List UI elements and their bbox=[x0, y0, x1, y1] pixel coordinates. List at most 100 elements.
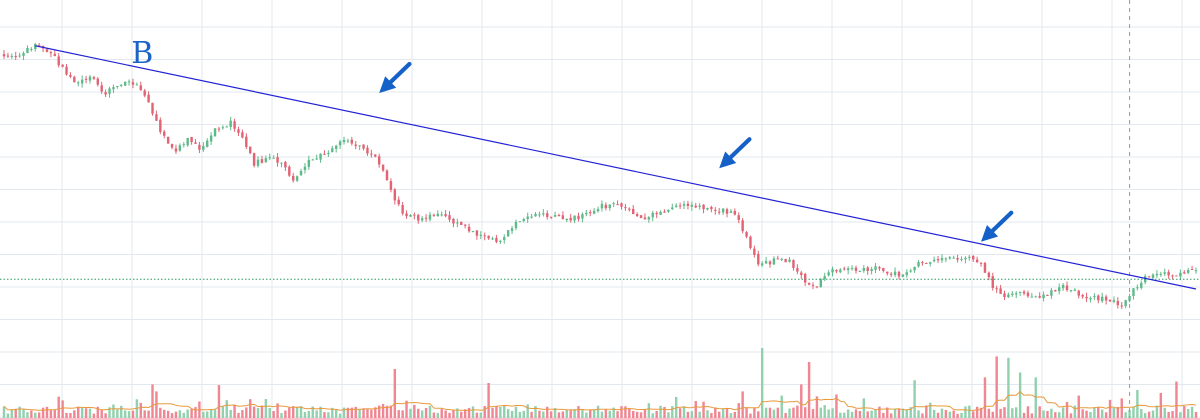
volume-bar bbox=[77, 406, 80, 418]
volume-bar bbox=[264, 399, 268, 418]
candle-body bbox=[213, 128, 217, 137]
volume-bar bbox=[6, 413, 10, 418]
candle-body bbox=[112, 87, 115, 90]
volume-bar bbox=[948, 411, 951, 418]
volume-bar bbox=[1007, 357, 1010, 418]
candle-body bbox=[581, 214, 584, 219]
candle-body bbox=[878, 267, 881, 269]
volume-bar bbox=[936, 412, 940, 418]
volume-bar bbox=[284, 410, 287, 418]
volume-bar bbox=[546, 406, 549, 418]
candle-body bbox=[84, 78, 88, 80]
candle-body bbox=[561, 215, 565, 220]
volume-bar bbox=[206, 411, 209, 418]
candle-body bbox=[366, 147, 369, 154]
volume-bar bbox=[319, 406, 322, 418]
volume-bar bbox=[616, 411, 619, 418]
candle-body bbox=[315, 158, 318, 160]
candle-body bbox=[358, 145, 361, 147]
candle-body bbox=[1065, 285, 1069, 291]
candle-body bbox=[639, 215, 643, 218]
volume-bar bbox=[925, 405, 928, 418]
volume-bar bbox=[698, 411, 701, 418]
volume-bar bbox=[362, 408, 365, 418]
volume-bar bbox=[116, 409, 119, 418]
volume-bar bbox=[331, 407, 334, 418]
candle-body bbox=[659, 211, 662, 215]
candle-body bbox=[882, 267, 885, 271]
volume-bar bbox=[448, 412, 451, 418]
volume-bar bbox=[1136, 390, 1139, 418]
candle-body bbox=[307, 159, 311, 167]
volume-bar bbox=[999, 408, 1002, 418]
candle-body bbox=[206, 140, 209, 147]
volume-bar bbox=[209, 409, 213, 418]
volume-bar bbox=[932, 409, 936, 418]
volume-bar bbox=[1183, 406, 1186, 418]
candle-body bbox=[61, 64, 64, 67]
volume-bar bbox=[682, 406, 686, 418]
volume-bar bbox=[686, 411, 690, 418]
volume-bar bbox=[2, 406, 6, 418]
volume-bar bbox=[174, 411, 178, 418]
volume-bar bbox=[780, 395, 783, 418]
candle-body bbox=[1159, 273, 1163, 275]
candle-body bbox=[444, 214, 447, 217]
volume-bar bbox=[444, 410, 447, 418]
volume-bar bbox=[147, 410, 150, 418]
candle-body bbox=[972, 255, 975, 260]
candle-body bbox=[831, 269, 834, 273]
volume-bar bbox=[807, 362, 811, 418]
candle-body bbox=[417, 215, 420, 221]
candle-body bbox=[170, 143, 174, 148]
candle-body bbox=[1124, 300, 1127, 307]
candle-body bbox=[522, 219, 526, 221]
volume-bar bbox=[815, 396, 819, 418]
volume-bar bbox=[1163, 407, 1166, 418]
candle-body bbox=[710, 206, 713, 210]
volume-bar bbox=[163, 409, 166, 418]
candle-body bbox=[725, 209, 729, 214]
candle-body bbox=[616, 204, 619, 206]
candle-body bbox=[209, 135, 213, 142]
candle-body bbox=[870, 269, 873, 272]
volume-bar bbox=[823, 405, 826, 418]
volume-bar bbox=[901, 408, 905, 418]
arrow-shaft bbox=[385, 61, 412, 87]
candle-body bbox=[1061, 284, 1065, 289]
candle-body bbox=[600, 203, 604, 209]
candle-body bbox=[839, 269, 842, 273]
candle-body bbox=[671, 207, 674, 210]
candle-body bbox=[803, 273, 807, 283]
volume-bar bbox=[104, 413, 107, 418]
candle-body bbox=[1022, 291, 1026, 294]
volume-bar bbox=[381, 403, 385, 418]
volume-bar bbox=[41, 407, 45, 418]
volume-bar bbox=[467, 407, 471, 418]
volume-bar bbox=[256, 407, 260, 418]
candle-body bbox=[1054, 290, 1057, 292]
volume-bar bbox=[960, 412, 963, 418]
volume-bar bbox=[854, 409, 858, 418]
volume-ma-line bbox=[3, 390, 1197, 412]
volume-bar bbox=[608, 410, 611, 418]
volume-bar bbox=[886, 407, 889, 418]
volume-bar bbox=[1018, 372, 1022, 418]
volume-bar bbox=[530, 411, 533, 418]
volume-bar bbox=[30, 410, 33, 418]
volume-bar bbox=[1015, 407, 1018, 418]
candle-body bbox=[1085, 296, 1088, 299]
volume-bar bbox=[463, 409, 467, 418]
candle-body bbox=[467, 226, 471, 232]
volume-bar bbox=[495, 406, 498, 418]
volume-bar bbox=[940, 408, 944, 418]
candle-body bbox=[377, 156, 381, 165]
volume-bar bbox=[995, 356, 998, 418]
volume-bar bbox=[1061, 407, 1065, 418]
candle-body bbox=[506, 230, 510, 237]
volume-bar bbox=[1038, 406, 1041, 418]
candle-body bbox=[800, 272, 803, 275]
volume-bar bbox=[929, 402, 932, 418]
